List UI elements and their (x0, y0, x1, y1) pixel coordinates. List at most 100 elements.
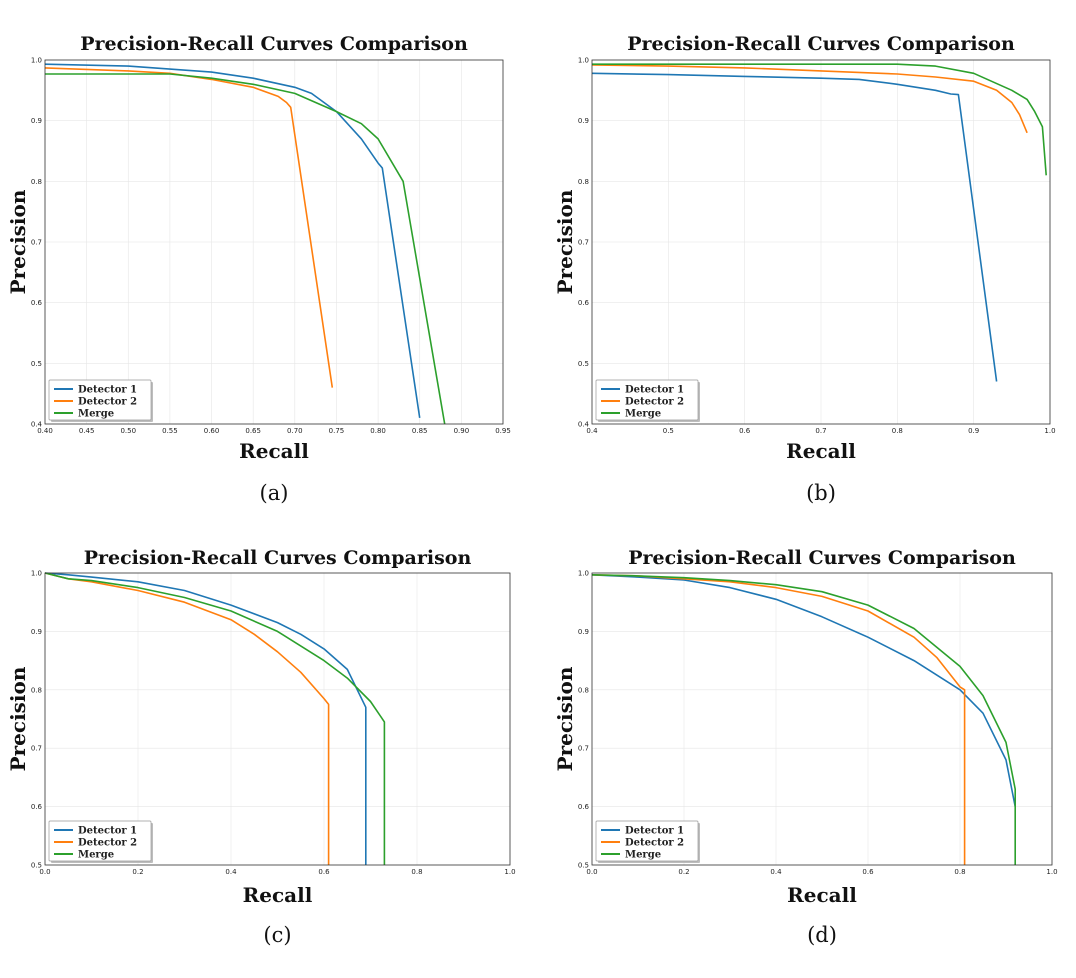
x-tick-label: 0.4 (225, 868, 237, 876)
plot-frame (591, 572, 1053, 866)
x-tick-label: 0.2 (132, 868, 143, 876)
y-tick-label: 1.0 (31, 57, 42, 65)
x-tick-label: 0.8 (892, 427, 903, 435)
series-line-detector-1 (44, 572, 367, 865)
x-tick-label: 0.6 (318, 868, 330, 876)
y-axis-label: Precision (6, 189, 30, 294)
x-tick-label: 0.4 (586, 427, 598, 435)
x-tick-label: 0.65 (245, 427, 261, 435)
chart-panel-2: 0.4 0.5 0.6 0.7 0.8 0.9 1.0 0.4 0.5 0.6 0.7 0.8 0.9 1… (553, 33, 1056, 505)
y-tick-label: 0.4 (31, 421, 43, 429)
y-tick-label: 0.7 (578, 239, 589, 247)
x-tick-label: 0.50 (120, 427, 136, 435)
y-tick-label: 0.6 (31, 299, 43, 307)
plot-area (592, 573, 1052, 865)
y-tick-label: 0.8 (31, 686, 42, 694)
x-tick-label: 0.0 (586, 868, 597, 876)
x-axis-label: Recall (239, 439, 309, 463)
panel-caption: (b) (806, 481, 836, 505)
y-tick-label: 1.0 (578, 57, 589, 65)
y-tick-label: 0.8 (578, 686, 589, 694)
x-tick-label: 0.75 (329, 427, 345, 435)
x-tick-label: 0.95 (495, 427, 511, 435)
chart-panel-3: 0.0 0.2 0.4 0.6 0.8 1.0 0.5 0.6 0.7 0.8 0.9 1.0 Dete… (6, 547, 516, 947)
y-axis-label: Precision (553, 189, 577, 294)
x-tick-label: 0.6 (739, 427, 751, 435)
x-tick-label: 0.2 (678, 868, 689, 876)
legend-label: Detector 1 (78, 826, 137, 837)
series-line-detector-2 (591, 574, 966, 865)
x-tick-label: 0.90 (454, 427, 470, 435)
y-tick-label: 1.0 (31, 570, 42, 578)
y-tick-label: 0.6 (578, 803, 590, 811)
chart-title: Precision-Recall Curves Comparison (627, 33, 1015, 55)
series-line-merge (44, 572, 386, 865)
chart-title: Precision-Recall Curves Comparison (628, 547, 1016, 569)
legend-label: Merge (78, 409, 114, 420)
x-tick-label: 1.0 (1046, 868, 1057, 876)
panel-caption: (c) (263, 923, 291, 947)
chart-title: Precision-Recall Curves Comparison (84, 547, 472, 569)
y-tick-label: 1.0 (578, 570, 589, 578)
y-axis-label: Precision (553, 666, 577, 771)
legend-label: Detector 1 (625, 385, 684, 396)
x-axis-label: Recall (243, 883, 313, 907)
series-line-detector-1 (591, 574, 1016, 807)
chart-panel-1: 0.40 0.45 0.50 0.55 0.60 0.65 0.70 0.75 0.80 0.85… (6, 33, 511, 505)
x-tick-label: 0.9 (968, 427, 979, 435)
y-tick-label: 0.9 (31, 117, 42, 125)
x-tick-label: 0.80 (370, 427, 386, 435)
legend-box (48, 820, 152, 862)
y-tick-label: 0.5 (578, 360, 589, 368)
legend-box (595, 820, 699, 862)
plot-frame (44, 59, 504, 425)
y-tick-label: 0.7 (578, 745, 589, 753)
plot-frame (44, 572, 511, 866)
x-tick-label: 0.6 (862, 868, 874, 876)
y-tick-label: 0.5 (578, 862, 589, 870)
series-line-merge (592, 63, 1047, 176)
legend-box (48, 379, 152, 421)
x-tick-label: 0.85 (412, 427, 428, 435)
x-tick-label: 0.4 (770, 868, 782, 876)
x-tick-label: 0.5 (663, 427, 674, 435)
x-tick-label: 0.7 (815, 427, 826, 435)
x-tick-label: 0.55 (162, 427, 178, 435)
y-tick-label: 0.5 (31, 862, 42, 870)
chart-panel-4: 0.0 0.2 0.4 0.6 0.8 1.0 0.5 0.6 0.7 0.8 0.9 1.0 Dete… (553, 547, 1058, 947)
y-axis-label: Precision (6, 666, 30, 771)
y-tick-label: 0.9 (578, 117, 589, 125)
series-line-merge (591, 574, 1017, 865)
series-line-detector-1 (591, 72, 998, 382)
x-tick-label: 0.8 (411, 868, 422, 876)
legend-box (595, 379, 699, 421)
y-tick-label: 0.7 (31, 239, 42, 247)
x-tick-label: 0.0 (39, 868, 50, 876)
x-tick-label: 1.0 (504, 868, 515, 876)
legend-label: Merge (625, 409, 661, 420)
x-tick-label: 0.70 (287, 427, 303, 435)
legend-label: Detector 2 (625, 838, 684, 849)
chart-title: Precision-Recall Curves Comparison (80, 33, 468, 55)
x-tick-label: 0.8 (954, 868, 965, 876)
plot-area (45, 573, 510, 865)
y-tick-label: 0.8 (578, 178, 589, 186)
x-axis-label: Recall (787, 883, 857, 907)
y-tick-label: 0.5 (31, 360, 42, 368)
legend-label: Merge (78, 850, 114, 861)
legend-label: Detector 1 (625, 826, 684, 837)
series-line-detector-2 (44, 67, 334, 388)
legend-label: Detector 1 (78, 385, 137, 396)
y-tick-label: 0.9 (31, 628, 42, 636)
legend-label: Detector 2 (78, 397, 137, 408)
panel-caption: (d) (807, 923, 837, 947)
y-tick-label: 0.4 (578, 421, 590, 429)
y-tick-label: 0.6 (578, 299, 590, 307)
y-tick-label: 0.9 (578, 628, 589, 636)
x-tick-label: 0.40 (37, 427, 53, 435)
y-tick-label: 0.8 (31, 178, 42, 186)
